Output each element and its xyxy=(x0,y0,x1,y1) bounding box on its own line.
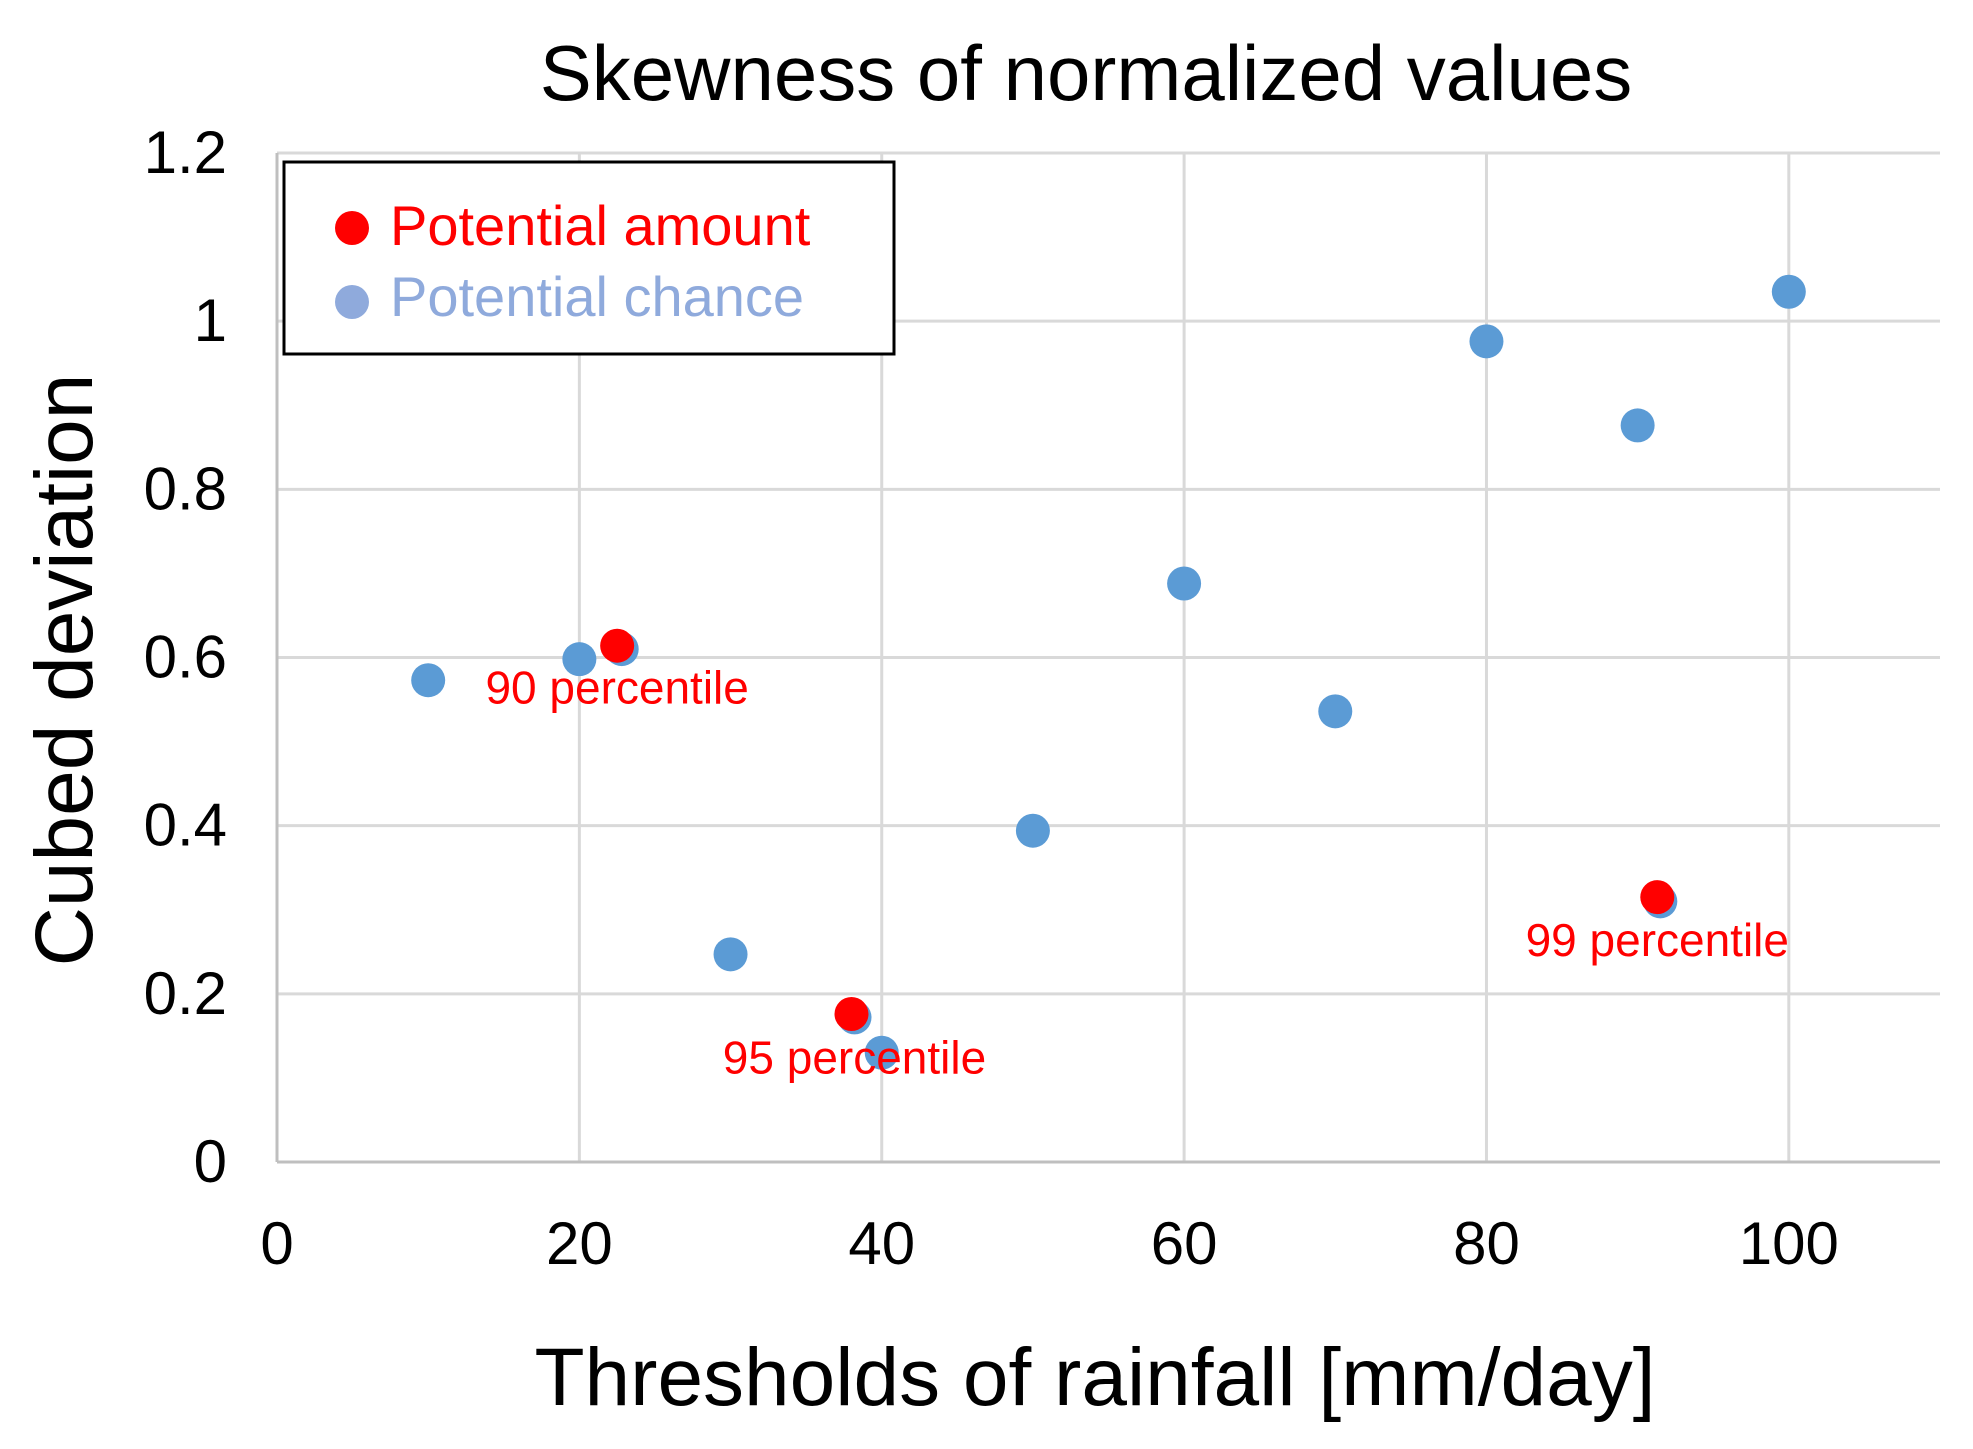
y-tick-label: 0 xyxy=(194,1128,227,1195)
point-potential-chance xyxy=(411,663,446,698)
y-tick-label: 1.2 xyxy=(144,119,227,186)
x-axis-label: Thresholds of rainfall [mm/day] xyxy=(534,1332,1655,1423)
chart-title: Skewness of normalized values xyxy=(540,29,1633,117)
annotations: 90 percentile 95 percentile 99 percentile xyxy=(485,662,1789,1084)
tick-labels: 0 0.2 0.4 0.6 0.8 1 1.2 0 20 40 60 80 100 xyxy=(144,119,1839,1277)
point-potential-chance xyxy=(1015,813,1050,848)
point-potential-chance xyxy=(1771,274,1806,309)
point-potential-chance xyxy=(1167,566,1202,601)
x-tick-label: 0 xyxy=(260,1210,293,1277)
y-tick-label: 0.8 xyxy=(144,455,227,522)
point-potential-chance xyxy=(1469,324,1504,359)
annotation-label: 95 percentile xyxy=(723,1032,986,1084)
legend-label-potential-amount: Potential amount xyxy=(390,194,811,257)
point-potential-chance xyxy=(1620,408,1655,443)
point-potential-chance xyxy=(713,937,748,972)
legend-label-potential-chance: Potential chance xyxy=(390,265,804,328)
point-potential-amount xyxy=(1640,880,1675,915)
x-tick-label: 80 xyxy=(1453,1210,1520,1277)
point-potential-chance xyxy=(562,642,597,677)
x-tick-label: 60 xyxy=(1151,1210,1218,1277)
point-potential-amount xyxy=(834,997,869,1032)
y-axis-label: Cubed deviation xyxy=(19,374,110,967)
y-tick-label: 0.6 xyxy=(144,624,227,691)
legend-box xyxy=(282,160,896,356)
data-points xyxy=(411,274,1806,1070)
x-tick-label: 100 xyxy=(1739,1210,1839,1277)
y-tick-label: 0.4 xyxy=(144,792,227,859)
x-tick-label: 40 xyxy=(848,1210,915,1277)
axes xyxy=(275,153,1940,1164)
x-tick-label: 20 xyxy=(546,1210,613,1277)
legend: Potential amount Potential chance xyxy=(282,160,896,356)
point-potential-chance xyxy=(864,1035,899,1070)
annotation-label: 99 percentile xyxy=(1526,914,1789,966)
point-potential-chance xyxy=(1318,694,1353,729)
legend-marker-potential-chance xyxy=(335,285,369,319)
point-potential-amount xyxy=(600,628,635,663)
y-tick-label: 0.2 xyxy=(144,960,227,1027)
y-tick-label: 1 xyxy=(194,287,227,354)
legend-marker-potential-amount xyxy=(335,211,369,245)
annotation-label: 90 percentile xyxy=(485,662,748,714)
